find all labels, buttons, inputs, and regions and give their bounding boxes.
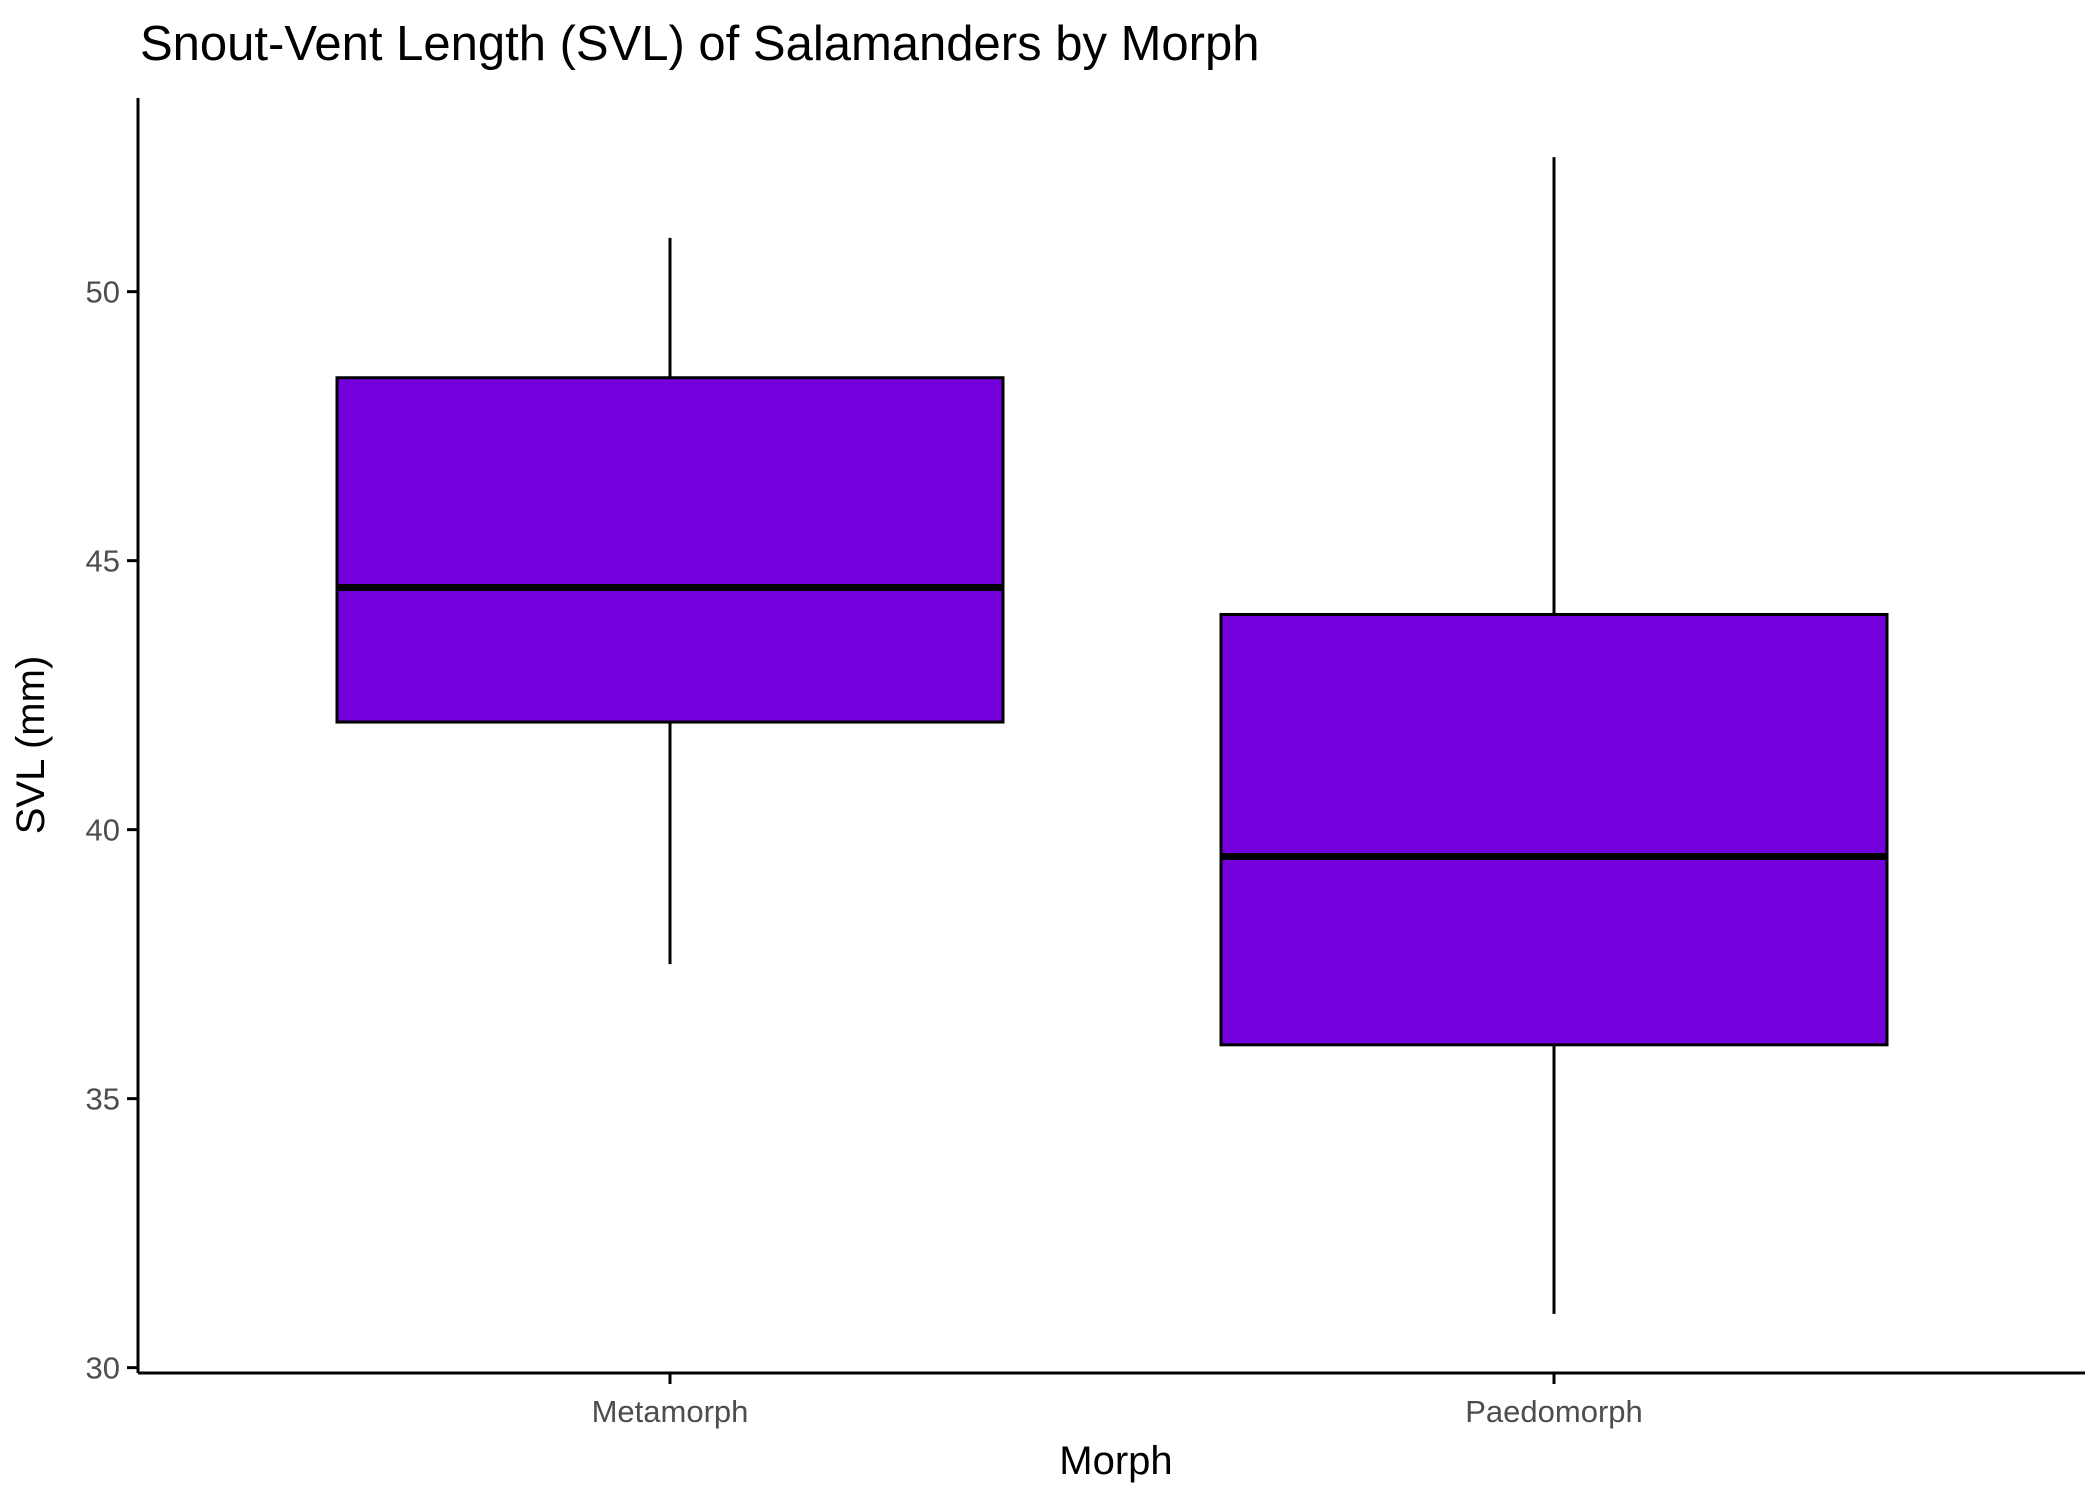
box-paedomorph	[1219, 157, 1889, 1314]
x-axis: Metamorph Paedomorph	[138, 1371, 2085, 1429]
x-axis-title: Morph	[1059, 1439, 1172, 1483]
y-tick-label: 45	[86, 544, 120, 579]
x-tick-label: Paedomorph	[1465, 1394, 1643, 1429]
y-tick-label: 50	[86, 275, 120, 310]
y-axis-title: SVL (mm)	[9, 656, 53, 835]
y-axis: 30 35 40 45 50	[86, 98, 140, 1386]
x-tick-label: Metamorph	[592, 1394, 749, 1429]
iqr-box	[335, 376, 1005, 724]
y-tick-label: 40	[86, 813, 120, 848]
box-metamorph	[335, 237, 1005, 965]
boxes	[335, 157, 1889, 1314]
iqr-box	[1219, 612, 1889, 1047]
chart-title: Snout-Vent Length (SVL) of Salamanders b…	[140, 17, 1260, 71]
y-tick-label: 35	[86, 1082, 120, 1117]
y-tick-label: 30	[86, 1351, 120, 1386]
